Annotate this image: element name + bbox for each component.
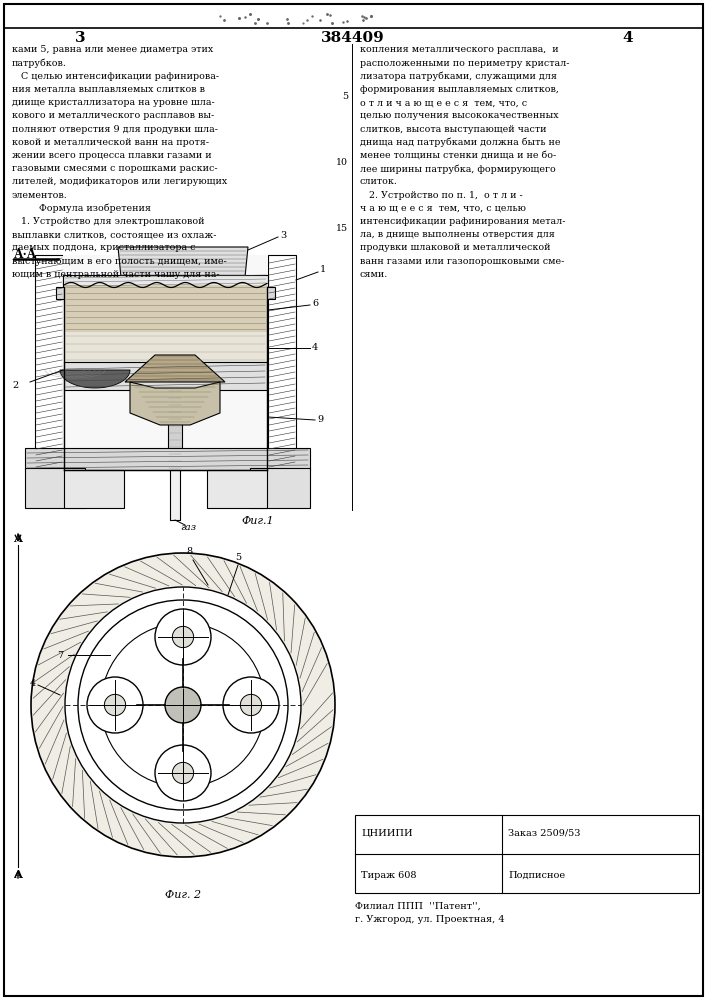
Text: Подписное: Подписное: [508, 870, 565, 880]
Text: 10: 10: [336, 158, 348, 167]
Text: сями.: сями.: [360, 270, 388, 279]
Circle shape: [105, 694, 126, 716]
Text: 2. Устройство по п. 1,  о т л и -: 2. Устройство по п. 1, о т л и -: [360, 191, 522, 200]
Text: г. Ужгород, ул. Проектная, 4: г. Ужгород, ул. Проектная, 4: [355, 914, 505, 924]
Circle shape: [31, 553, 335, 857]
Text: 4: 4: [30, 678, 36, 688]
Text: 6: 6: [312, 300, 318, 308]
Bar: [64, 285, 267, 332]
Text: выплавки слитков, состоящее из охлаж-: выплавки слитков, состоящее из охлаж-: [12, 230, 216, 239]
Text: 3: 3: [75, 31, 86, 45]
Text: элементов.: элементов.: [12, 191, 68, 200]
Text: С целью интенсификации рафинирова-: С целью интенсификации рафинирова-: [12, 72, 219, 81]
Text: 3: 3: [280, 232, 286, 240]
Circle shape: [173, 762, 194, 784]
Text: полняют отверстия 9 для продувки шла-: полняют отверстия 9 для продувки шла-: [12, 125, 218, 134]
Polygon shape: [60, 370, 130, 388]
Text: А: А: [13, 869, 23, 880]
Text: слитков, высота выступающей части: слитков, высота выступающей части: [360, 125, 547, 134]
Text: ющим в центральной части чашу для на-: ющим в центральной части чашу для на-: [12, 270, 220, 279]
Text: даемых поддона, кристаллизатора с: даемых поддона, кристаллизатора с: [12, 243, 196, 252]
Text: менее толщины стенки днища и не бо-: менее толщины стенки днища и не бо-: [360, 151, 556, 160]
Circle shape: [223, 677, 279, 733]
Bar: [25, 468, 85, 508]
Circle shape: [65, 587, 301, 823]
Polygon shape: [118, 247, 248, 277]
Bar: [35, 255, 63, 470]
Text: 384409: 384409: [321, 31, 385, 45]
Bar: [63, 255, 268, 470]
Text: ЦНИИПИ: ЦНИИПИ: [361, 828, 413, 838]
Polygon shape: [125, 355, 225, 382]
Text: ла, в днище выполнены отверстия для: ла, в днище выполнены отверстия для: [360, 230, 555, 239]
Text: лее ширины патрубка, формирующего: лее ширины патрубка, формирующего: [360, 164, 556, 174]
Text: интенсификации рафинирования метал-: интенсификации рафинирования метал-: [360, 217, 566, 226]
Text: о т л и ч а ю щ е е с я  тем, что, с: о т л и ч а ю щ е е с я тем, что, с: [360, 98, 527, 107]
Circle shape: [173, 626, 194, 648]
Text: ч а ю щ е е с я  тем, что, с целью: ч а ю щ е е с я тем, что, с целью: [360, 204, 526, 213]
Text: копления металлического расплава,  и: копления металлического расплава, и: [360, 45, 559, 54]
Text: жении всего процесса плавки газами и: жении всего процесса плавки газами и: [12, 151, 211, 160]
Bar: [170, 470, 180, 520]
Bar: [56, 287, 275, 299]
Text: Формула изобретения: Формула изобретения: [12, 204, 151, 213]
Bar: [25, 448, 310, 470]
Text: А·А: А·А: [14, 248, 37, 261]
Bar: [250, 468, 310, 508]
Text: днища над патрубками должна быть не: днища над патрубками должна быть не: [360, 138, 561, 147]
Polygon shape: [130, 382, 220, 425]
Text: ния металла выплавляемых слитков в: ния металла выплавляемых слитков в: [12, 85, 205, 94]
Text: 2: 2: [12, 381, 18, 390]
Text: ковой и металлической ванн на протя-: ковой и металлической ванн на протя-: [12, 138, 209, 147]
Text: ванн газами или газопорошковыми сме-: ванн газами или газопорошковыми сме-: [360, 257, 564, 266]
Text: газ: газ: [180, 524, 196, 532]
Bar: [207, 470, 267, 508]
Text: формирования выплавляемых слитков,: формирования выплавляемых слитков,: [360, 85, 559, 94]
Text: 1. Устройство для электрошлаковой: 1. Устройство для электрошлаковой: [12, 217, 204, 226]
Text: газовыми смесями с порошками раскис-: газовыми смесями с порошками раскис-: [12, 164, 218, 173]
Text: 9: 9: [317, 416, 323, 424]
Text: слиток.: слиток.: [360, 178, 398, 186]
Text: 8: 8: [186, 548, 192, 556]
Bar: [168, 390, 182, 470]
Text: 7: 7: [57, 650, 63, 660]
Circle shape: [155, 609, 211, 665]
Circle shape: [165, 687, 201, 723]
Circle shape: [155, 745, 211, 801]
Text: Заказ 2509/53: Заказ 2509/53: [508, 828, 580, 838]
Text: Филиал ППП  ''Патент'',: Филиал ППП ''Патент'',: [355, 902, 481, 910]
Text: продувки шлаковой и металлической: продувки шлаковой и металлической: [360, 243, 551, 252]
Text: патрубков.: патрубков.: [12, 58, 67, 68]
Text: ками 5, равна или менее диаметра этих: ками 5, равна или менее диаметра этих: [12, 45, 214, 54]
Bar: [64, 362, 267, 390]
Bar: [268, 255, 296, 470]
Bar: [64, 470, 124, 508]
Text: Фиг. 2: Фиг. 2: [165, 890, 201, 900]
Text: лителей, модификаторов или легирующих: лителей, модификаторов или легирующих: [12, 178, 227, 186]
Text: диище кристаллизатора на уровне шла-: диище кристаллизатора на уровне шла-: [12, 98, 215, 107]
Circle shape: [87, 677, 143, 733]
Text: 4: 4: [312, 344, 318, 353]
Text: 15: 15: [336, 224, 348, 233]
Text: 1: 1: [320, 265, 326, 274]
Circle shape: [240, 694, 262, 716]
Bar: [355, 815, 699, 893]
Text: 5: 5: [235, 552, 241, 562]
Bar: [250, 468, 310, 508]
Text: лизатора патрубками, служащими для: лизатора патрубками, служащими для: [360, 72, 557, 81]
Bar: [64, 332, 267, 362]
Text: Тираж 608: Тираж 608: [361, 870, 416, 880]
Text: целью получения высококачественных: целью получения высококачественных: [360, 111, 559, 120]
Text: выступающим в его полость днищем, име-: выступающим в его полость днищем, име-: [12, 257, 227, 266]
Text: Фиг.1: Фиг.1: [242, 516, 274, 526]
Text: 5: 5: [342, 92, 348, 101]
Bar: [63, 275, 268, 287]
Text: кового и металлического расплавов вы-: кового и металлического расплавов вы-: [12, 111, 214, 120]
Text: А: А: [13, 532, 23, 544]
Text: расположенными по периметру кристал-: расположенными по периметру кристал-: [360, 59, 570, 68]
Text: 4: 4: [623, 31, 633, 45]
